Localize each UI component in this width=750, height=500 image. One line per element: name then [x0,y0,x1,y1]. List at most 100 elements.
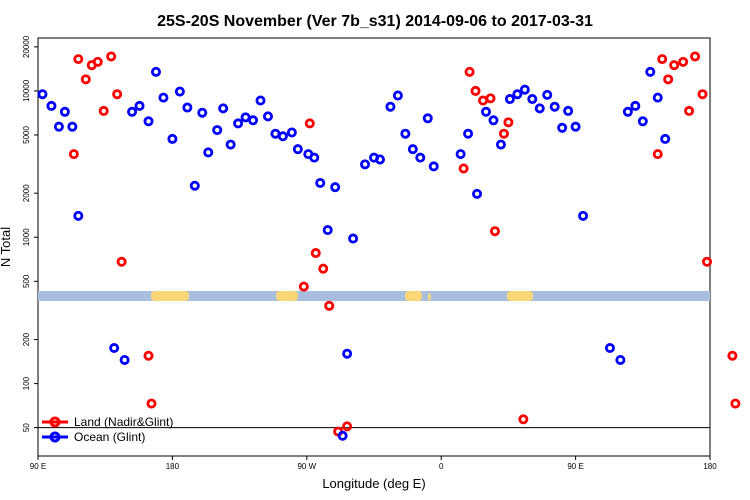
map-ocean [38,291,710,301]
ocean-point-56 [512,89,523,100]
land-point-6 [106,51,117,62]
y-tick-label-8: 50 [22,423,31,432]
land-point-20 [470,85,481,96]
land-point-36 [727,350,738,361]
ocean-point-33 [315,177,326,188]
map-land-0 [151,291,189,301]
ocean-point-19 [212,125,223,136]
ocean-point-32 [309,152,320,163]
land-point-8 [116,256,127,267]
ocean-point-14 [174,86,185,97]
ocean-point-13 [167,133,178,144]
ocean-point-39 [360,159,371,170]
ocean-point-30 [292,144,303,155]
x-axis-label: Longitude (deg E) [322,476,425,491]
ocean-point-34 [322,225,333,236]
ocean-point-11 [150,66,161,77]
ocean-point-0 [37,89,48,100]
ocean-point-21 [225,139,236,150]
legend-marker-land [49,416,61,428]
ocean-point-9 [134,100,145,111]
ocean-point-25 [255,95,266,106]
ocean-point-29 [286,127,297,138]
land-point-5 [98,105,109,116]
land-point-0 [68,149,79,160]
ocean-point-1 [46,100,57,111]
ocean-point-41 [374,154,385,165]
ocean-point-49 [455,149,466,160]
land-point-7 [112,89,123,100]
series-ocean [37,66,671,441]
land-point-24 [498,128,509,139]
map-land-3 [428,293,431,301]
ocean-point-69 [630,100,641,111]
y-tick-label-2: 5000 [22,126,31,144]
y-axis-label: N Total [0,227,13,267]
land-point-2 [80,74,91,85]
ocean-point-71 [645,66,656,77]
land-point-17 [342,421,353,432]
land-point-29 [663,74,674,85]
ocean-point-22 [233,118,244,129]
ocean-point-64 [570,121,581,132]
ocean-point-46 [415,152,426,163]
ocean-point-70 [637,116,648,127]
ocean-point-36 [337,430,348,441]
land-point-11 [298,281,309,292]
ocean-point-65 [578,210,589,221]
ocean-point-20 [218,103,229,114]
ocean-point-53 [488,115,499,126]
land-point-9 [143,350,154,361]
y-tick-label-1: 10000 [22,79,31,102]
map-land-4 [507,291,533,301]
land-point-23 [489,226,500,237]
ocean-point-67 [615,354,626,365]
land-point-33 [690,51,701,62]
ocean-point-55 [504,94,515,105]
ocean-point-62 [557,122,568,133]
x-tick-label-1: 180 [166,462,180,471]
series-land [68,51,741,437]
ocean-point-37 [342,348,353,359]
land-point-32 [684,105,695,116]
x-tick-label-2: 90 W [297,462,316,471]
ocean-point-7 [119,354,130,365]
ocean-point-57 [519,84,530,95]
data-points [37,51,741,441]
ocean-point-12 [158,92,169,103]
ocean-point-73 [660,133,671,144]
ocean-point-54 [495,139,506,150]
legend-marker-ocean [49,431,61,443]
legend-label-land: Land (Nadir&Glint) [74,415,173,429]
ocean-point-44 [400,128,411,139]
ocean-point-48 [428,161,439,172]
land-point-34 [697,89,708,100]
ocean-point-3 [59,106,70,117]
ocean-point-58 [527,94,538,105]
land-point-13 [310,248,321,259]
ocean-point-43 [392,90,403,101]
x-tick-label-3: 0 [439,462,444,471]
land-point-35 [702,256,713,267]
ocean-point-60 [542,89,553,100]
x-tick-label-4: 90 E [567,462,583,471]
ocean-point-4 [67,121,78,132]
ocean-point-63 [563,105,574,116]
ocean-point-17 [197,107,208,118]
map-land-1 [276,291,298,301]
legend-label-ocean: Ocean (Glint) [74,430,145,444]
y-tick-label-0: 20000 [22,35,31,58]
land-point-28 [657,54,668,65]
ocean-point-66 [604,343,615,354]
land-point-15 [324,300,335,311]
ocean-point-6 [109,343,120,354]
land-point-12 [304,118,315,129]
x-axis: 90 E 180 90 W 0 90 E 180 [30,456,717,471]
ocean-point-52 [480,106,491,117]
y-tick-label-4: 1000 [22,228,31,246]
ocean-point-42 [385,101,396,112]
ocean-point-5 [73,210,84,221]
ocean-point-50 [463,128,474,139]
y-axis: 20000 10000 5000 2000 1000 500 200 100 50 [22,35,38,432]
